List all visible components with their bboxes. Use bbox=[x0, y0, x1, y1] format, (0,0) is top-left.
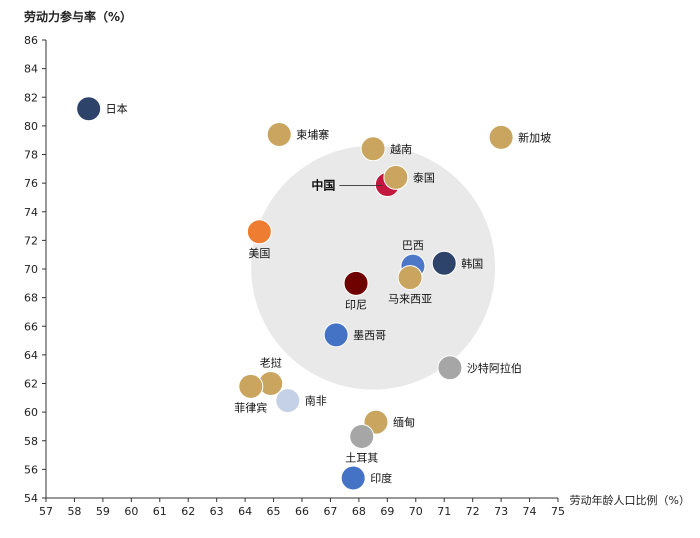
y-tick-label: 56 bbox=[24, 463, 38, 476]
y-tick-label: 80 bbox=[24, 120, 38, 133]
point-marker bbox=[349, 423, 375, 449]
point-marker bbox=[266, 121, 292, 147]
y-tick-label: 82 bbox=[24, 91, 38, 104]
point-marker bbox=[246, 219, 272, 245]
x-tick-label: 59 bbox=[96, 505, 110, 518]
point-marker bbox=[76, 96, 102, 122]
point-marker bbox=[360, 136, 386, 162]
point-label: 韩国 bbox=[461, 256, 483, 270]
point-label: 日本 bbox=[106, 102, 128, 116]
point-label: 马来西亚 bbox=[388, 293, 432, 306]
y-tick-label: 72 bbox=[24, 234, 38, 247]
point-label: 菲律宾 bbox=[234, 400, 267, 414]
point-marker bbox=[431, 250, 457, 276]
y-tick-label: 84 bbox=[24, 63, 38, 76]
point-marker bbox=[488, 124, 514, 150]
point-marker bbox=[383, 164, 409, 190]
x-tick-label: 69 bbox=[380, 505, 394, 518]
point-marker bbox=[238, 373, 264, 399]
x-tick-label: 75 bbox=[551, 505, 565, 518]
y-tick-label: 60 bbox=[24, 406, 38, 419]
x-tick-label: 73 bbox=[494, 505, 508, 518]
x-tick-label: 62 bbox=[181, 505, 195, 518]
point-marker bbox=[340, 465, 366, 491]
x-tick-label: 68 bbox=[352, 505, 366, 518]
y-axis-title: 劳动力参与率（%） bbox=[24, 10, 133, 24]
point-label: 美国 bbox=[248, 247, 270, 260]
x-tick-label: 61 bbox=[153, 505, 167, 518]
point-label: 中国 bbox=[311, 178, 335, 193]
x-tick-label: 58 bbox=[67, 505, 81, 518]
x-tick-label: 63 bbox=[210, 505, 224, 518]
point-label: 印度 bbox=[370, 471, 392, 485]
point-label: 沙特阿拉伯 bbox=[467, 361, 522, 375]
point-label: 泰国 bbox=[413, 170, 435, 184]
x-tick-label: 65 bbox=[267, 505, 281, 518]
y-tick-label: 58 bbox=[24, 435, 38, 448]
x-tick-label: 60 bbox=[124, 505, 138, 518]
y-tick-label: 66 bbox=[24, 320, 38, 333]
y-tick-label: 54 bbox=[24, 492, 38, 505]
point-label: 南非 bbox=[305, 395, 327, 408]
x-tick-label: 70 bbox=[409, 505, 423, 518]
point-label: 巴西 bbox=[402, 239, 424, 252]
point-label: 缅甸 bbox=[393, 415, 415, 429]
x-tick-label: 64 bbox=[238, 505, 252, 518]
point-marker bbox=[397, 265, 423, 291]
point-label: 柬埔寨 bbox=[296, 127, 329, 141]
y-tick-label: 68 bbox=[24, 292, 38, 305]
x-axis-title: 劳动年龄人口比例（%） bbox=[569, 494, 690, 507]
x-tick-label: 67 bbox=[323, 505, 337, 518]
x-tick-label: 57 bbox=[39, 505, 53, 518]
point-label: 墨西哥 bbox=[353, 329, 386, 342]
point-label: 越南 bbox=[390, 142, 412, 156]
y-tick-label: 76 bbox=[24, 177, 38, 190]
point-marker bbox=[343, 270, 369, 296]
highlight-circle bbox=[251, 145, 496, 390]
x-tick-label: 66 bbox=[295, 505, 309, 518]
y-tick-label: 74 bbox=[24, 206, 38, 219]
point-marker bbox=[437, 355, 463, 381]
y-tick-label: 86 bbox=[24, 34, 38, 47]
x-tick-label: 71 bbox=[437, 505, 451, 518]
y-tick-label: 64 bbox=[24, 349, 38, 362]
point-label: 土耳其 bbox=[345, 451, 378, 464]
point-marker bbox=[323, 322, 349, 348]
x-tick-label: 72 bbox=[466, 505, 480, 518]
y-tick-label: 62 bbox=[24, 378, 38, 391]
x-tick-label: 74 bbox=[523, 505, 537, 518]
point-label: 新加坡 bbox=[518, 130, 551, 144]
point-label: 老挝 bbox=[260, 356, 282, 370]
point-marker bbox=[275, 388, 301, 414]
point-label: 印尼 bbox=[345, 298, 367, 311]
y-tick-label: 78 bbox=[24, 149, 38, 162]
y-tick-label: 70 bbox=[24, 263, 38, 276]
